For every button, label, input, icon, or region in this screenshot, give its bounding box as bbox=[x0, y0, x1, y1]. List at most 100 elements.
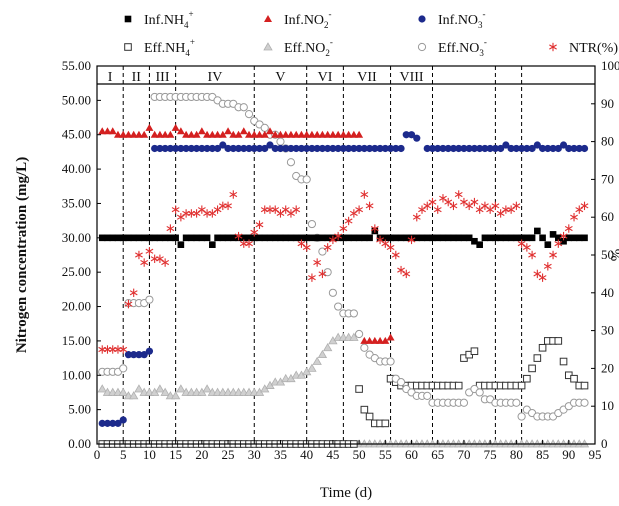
inf_no2-point bbox=[150, 130, 159, 138]
inf_no3-point bbox=[135, 351, 143, 359]
ntr-point bbox=[281, 205, 290, 214]
inf_no3-point bbox=[98, 419, 106, 427]
eff_nh4-point bbox=[381, 419, 390, 428]
inf_no2-point bbox=[307, 130, 316, 138]
ntr-point bbox=[407, 235, 416, 245]
legend-label: Inf.NO3- bbox=[438, 9, 486, 30]
inf_nh4-point bbox=[266, 234, 274, 242]
inf_no2-point bbox=[229, 130, 238, 138]
ntr-point bbox=[454, 190, 463, 199]
inf_nh4-point bbox=[502, 234, 510, 242]
inf_no3-point bbox=[565, 144, 573, 153]
inf_no2-point bbox=[119, 130, 128, 138]
inf_no2-point bbox=[365, 336, 374, 344]
inf_no3-point bbox=[339, 144, 347, 153]
inf_no2-point bbox=[355, 130, 364, 138]
inf_no3-point bbox=[481, 144, 489, 153]
inf_no2-point bbox=[370, 336, 379, 344]
inf_nh4-point bbox=[193, 234, 200, 242]
eff_nh4-point bbox=[523, 374, 531, 383]
legend-marker-eff_no3 bbox=[417, 42, 427, 52]
eff_no2-point bbox=[176, 384, 186, 393]
inf_no3-point bbox=[271, 144, 279, 153]
inf_no2-point bbox=[386, 333, 395, 341]
phase-label: VI bbox=[318, 70, 333, 85]
ntr-point bbox=[229, 190, 238, 199]
inf_no2-point bbox=[234, 130, 243, 138]
inf_no2-point bbox=[182, 130, 191, 138]
eff_no3-point bbox=[302, 175, 311, 184]
legend-label-subscript: 3 bbox=[479, 48, 484, 58]
inf_no2-point bbox=[313, 130, 322, 138]
inf_nh4-point bbox=[214, 234, 221, 242]
inf_nh4-point bbox=[560, 237, 567, 245]
inf_no3-point bbox=[549, 144, 557, 153]
ntr-point bbox=[140, 258, 149, 267]
ntr-point bbox=[124, 299, 133, 309]
inf_no3-point bbox=[224, 144, 232, 153]
ntr-point bbox=[150, 254, 159, 263]
inf_no2-point bbox=[376, 336, 385, 344]
x-tick-label: 65 bbox=[431, 447, 444, 462]
ntr-point bbox=[433, 205, 442, 214]
inf_no3-point bbox=[497, 144, 505, 153]
inf_no3-point bbox=[570, 144, 578, 153]
phase-label: VII bbox=[357, 70, 377, 85]
ntr-point bbox=[234, 231, 243, 241]
legend-label-subscript: 2 bbox=[324, 20, 329, 30]
inf_nh4-point bbox=[98, 234, 106, 242]
x-tick-label: 20 bbox=[195, 447, 208, 462]
ntr-point bbox=[176, 213, 185, 222]
phase-label: IV bbox=[208, 70, 223, 85]
eff_no3-point bbox=[386, 357, 395, 366]
legend-label-superscript: - bbox=[330, 37, 333, 47]
inf_no3-point bbox=[187, 144, 195, 153]
inf_nh4-point bbox=[198, 234, 206, 242]
eff_nh4-point bbox=[517, 381, 526, 390]
inf_nh4-point bbox=[350, 234, 358, 242]
ntr-point bbox=[334, 231, 343, 241]
inf_no3-point bbox=[533, 141, 541, 149]
legend-item-ntr: NTR(%) bbox=[549, 41, 618, 56]
inf_nh4-point bbox=[319, 234, 326, 242]
ntr-point bbox=[339, 224, 348, 233]
ntr-point bbox=[402, 269, 411, 279]
legend-label-base: Eff.NH bbox=[144, 41, 185, 56]
inf_nh4-point bbox=[303, 234, 310, 242]
inf_no3-point bbox=[145, 347, 154, 355]
inf_no3-point bbox=[502, 141, 510, 149]
eff_no2-point bbox=[129, 391, 139, 400]
eff_no3-point bbox=[423, 391, 432, 400]
inf_no2-point bbox=[176, 127, 185, 135]
inf_no3-point bbox=[124, 351, 133, 359]
inf_nh4-point bbox=[382, 234, 389, 242]
inf_no3-point bbox=[439, 144, 447, 153]
inf_no2-point bbox=[281, 130, 290, 138]
x-tick-label: 85 bbox=[536, 447, 549, 462]
inf_no3-point bbox=[276, 144, 285, 153]
eff_no3-point bbox=[334, 302, 343, 311]
inf_no2-point bbox=[224, 127, 233, 135]
inf_no3-point bbox=[297, 144, 306, 153]
inf_nh4-point bbox=[507, 234, 515, 242]
eff_no3-point bbox=[349, 309, 358, 318]
ntr-point bbox=[266, 205, 274, 214]
inf_nh4-point bbox=[203, 234, 211, 242]
ntr-point bbox=[507, 205, 516, 214]
inf_no3-point bbox=[234, 144, 243, 153]
legend-label: Eff.NO2- bbox=[284, 37, 333, 58]
phase-label: I bbox=[108, 70, 113, 85]
inf_no2-point bbox=[339, 130, 348, 138]
legend-label-base: Eff.NO bbox=[438, 41, 479, 56]
inf_no3-point bbox=[444, 144, 452, 153]
inf_no3-point bbox=[455, 144, 463, 153]
eff_no3-point bbox=[323, 268, 332, 277]
inf_no2-point bbox=[124, 130, 133, 138]
eff_no3-point bbox=[475, 388, 484, 397]
inf_nh4-point bbox=[240, 234, 248, 242]
y2-tick-label: 40 bbox=[601, 285, 614, 300]
series-ntr bbox=[98, 190, 589, 354]
y2-tick-label: 100 bbox=[601, 58, 619, 73]
eff_no2-point bbox=[118, 387, 128, 396]
inf_nh4-point bbox=[161, 234, 169, 242]
